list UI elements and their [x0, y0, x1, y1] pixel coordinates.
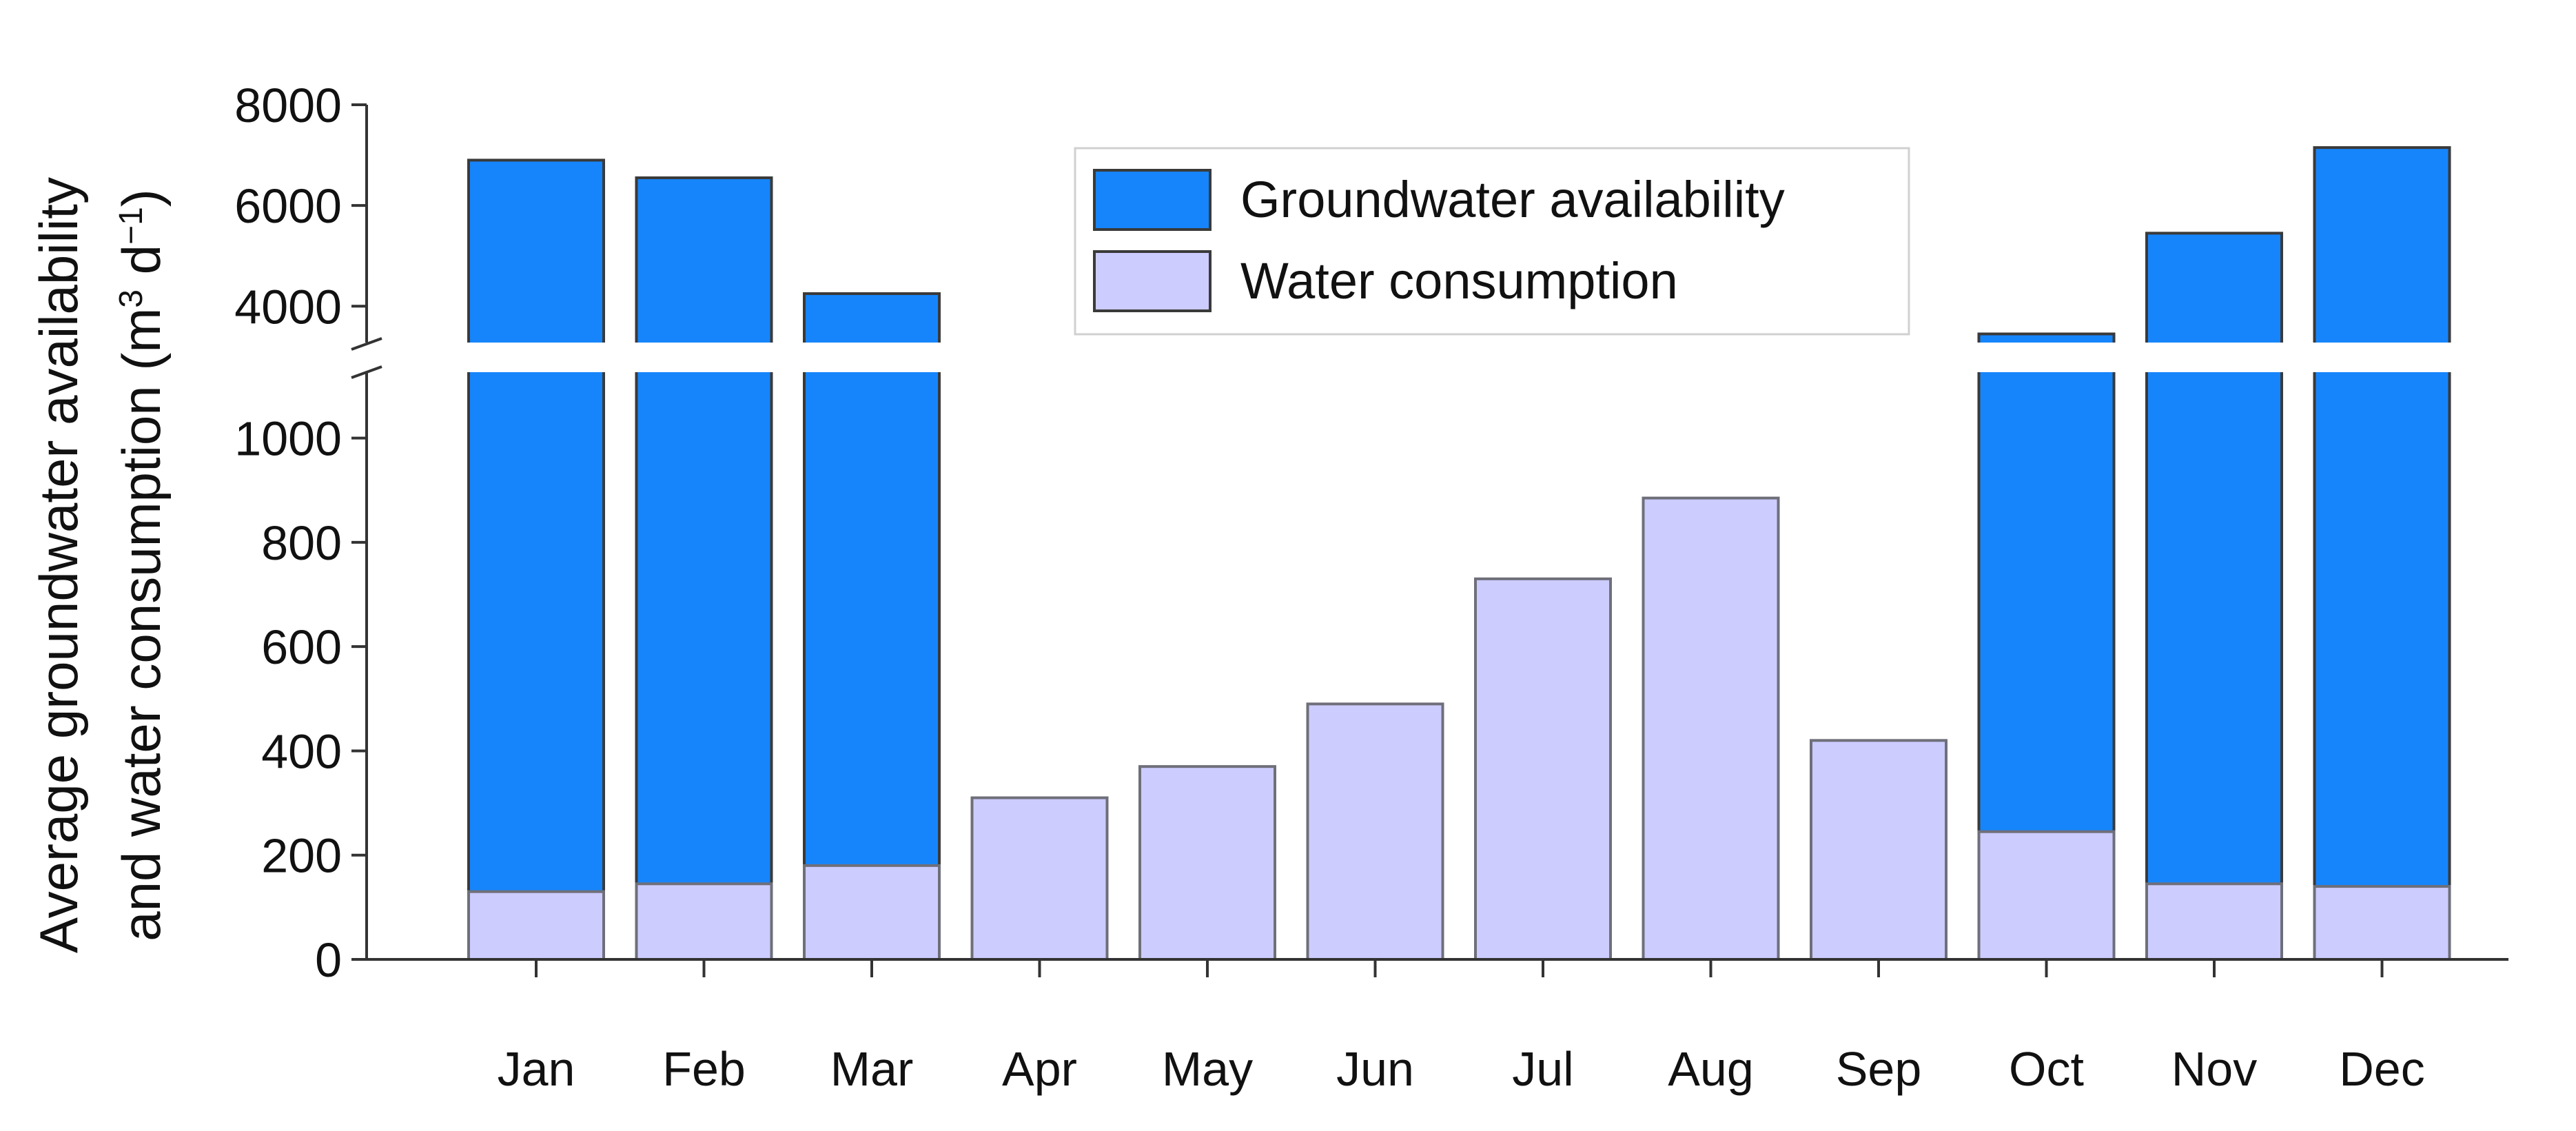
y-axis-title-superscript-3: 3	[113, 289, 150, 308]
bar-consumption-dec	[2313, 885, 2451, 961]
axis-break-mark-bottom	[351, 365, 382, 379]
x-tick-label-may: May	[1162, 1042, 1253, 1096]
y-tick-label-800: 800	[261, 516, 342, 570]
bar-consumption-feb	[635, 882, 773, 961]
y-tick-label-1000: 1000	[234, 412, 342, 466]
y-tick-label-0: 0	[315, 933, 342, 987]
y-tick-label-600: 600	[261, 620, 342, 674]
bar-consumption-oct	[1977, 830, 2116, 961]
bar-groundwater-nov	[2145, 232, 2283, 961]
x-tick-label-dec: Dec	[2339, 1042, 2424, 1096]
x-tick-label-feb: Feb	[662, 1042, 746, 1096]
x-tick-label-oct: Oct	[2009, 1042, 2084, 1096]
legend-swatch-consumption	[1093, 250, 1212, 312]
legend: Groundwater availability Water consumptio…	[1074, 147, 1910, 336]
bar-consumption-jun	[1306, 702, 1444, 961]
x-tick-label-aug: Aug	[1668, 1042, 1754, 1096]
y-axis-title-d: d	[111, 245, 172, 289]
legend-box	[1074, 147, 1910, 336]
x-tick-label-apr: Apr	[1002, 1042, 1077, 1096]
y-tick-label-8000: 8000	[234, 79, 342, 132]
bar-consumption-may	[1138, 765, 1276, 961]
y-axis-title-line2: and water consumption (m3 d−1)	[111, 189, 172, 941]
y-tick-label-4000: 4000	[234, 280, 342, 334]
bar-consumption-apr	[970, 796, 1109, 961]
y-tick-label-200: 200	[261, 829, 342, 883]
legend-swatch-groundwater	[1093, 169, 1212, 231]
x-tick-label-nov: Nov	[2171, 1042, 2257, 1096]
legend-label-consumption: Water consumption	[1240, 252, 1678, 309]
y-axis-title-close: )	[111, 189, 172, 207]
axes: Jan Feb Mar Apr May Jun Jul Aug Sep Oct Nov Dec 0 200…	[234, 79, 2508, 1096]
legend-label-groundwater: Groundwater availability	[1240, 171, 1785, 228]
bar-groundwater-dec	[2313, 146, 2451, 961]
y-axis-title-line2-text: and water consumption (m	[111, 308, 172, 941]
axis-break-band	[346, 343, 2576, 372]
x-tick-label-mar: Mar	[830, 1042, 914, 1096]
bar-consumption-sep	[1810, 739, 1948, 961]
x-tick-label-jun: Jun	[1336, 1042, 1414, 1096]
x-tick-label-jan: Jan	[498, 1042, 575, 1096]
bar-consumption-jan	[467, 890, 605, 961]
axis-break-mark-top	[351, 337, 382, 351]
y-axis-title-superscript-minus1: −1	[113, 207, 150, 245]
bar-groundwater-feb	[635, 176, 773, 961]
bar-consumption-jul	[1474, 577, 1612, 961]
bar-consumption-mar	[803, 864, 941, 961]
x-tick-label-jul: Jul	[1512, 1042, 1573, 1096]
y-axis-title: Average groundwater availability and wat…	[28, 177, 172, 953]
y-tick-label-6000: 6000	[234, 179, 342, 233]
bar-consumption-aug	[1642, 496, 1780, 961]
y-tick-label-400: 400	[261, 724, 342, 778]
bar-consumption-nov	[2145, 882, 2283, 961]
y-axis-title-line1: Average groundwater availability	[28, 177, 89, 953]
bar-groundwater-jan	[467, 159, 605, 961]
x-tick-label-sep: Sep	[1836, 1042, 1922, 1096]
bar-groundwater-mar	[803, 292, 941, 961]
bars	[346, 146, 2576, 961]
